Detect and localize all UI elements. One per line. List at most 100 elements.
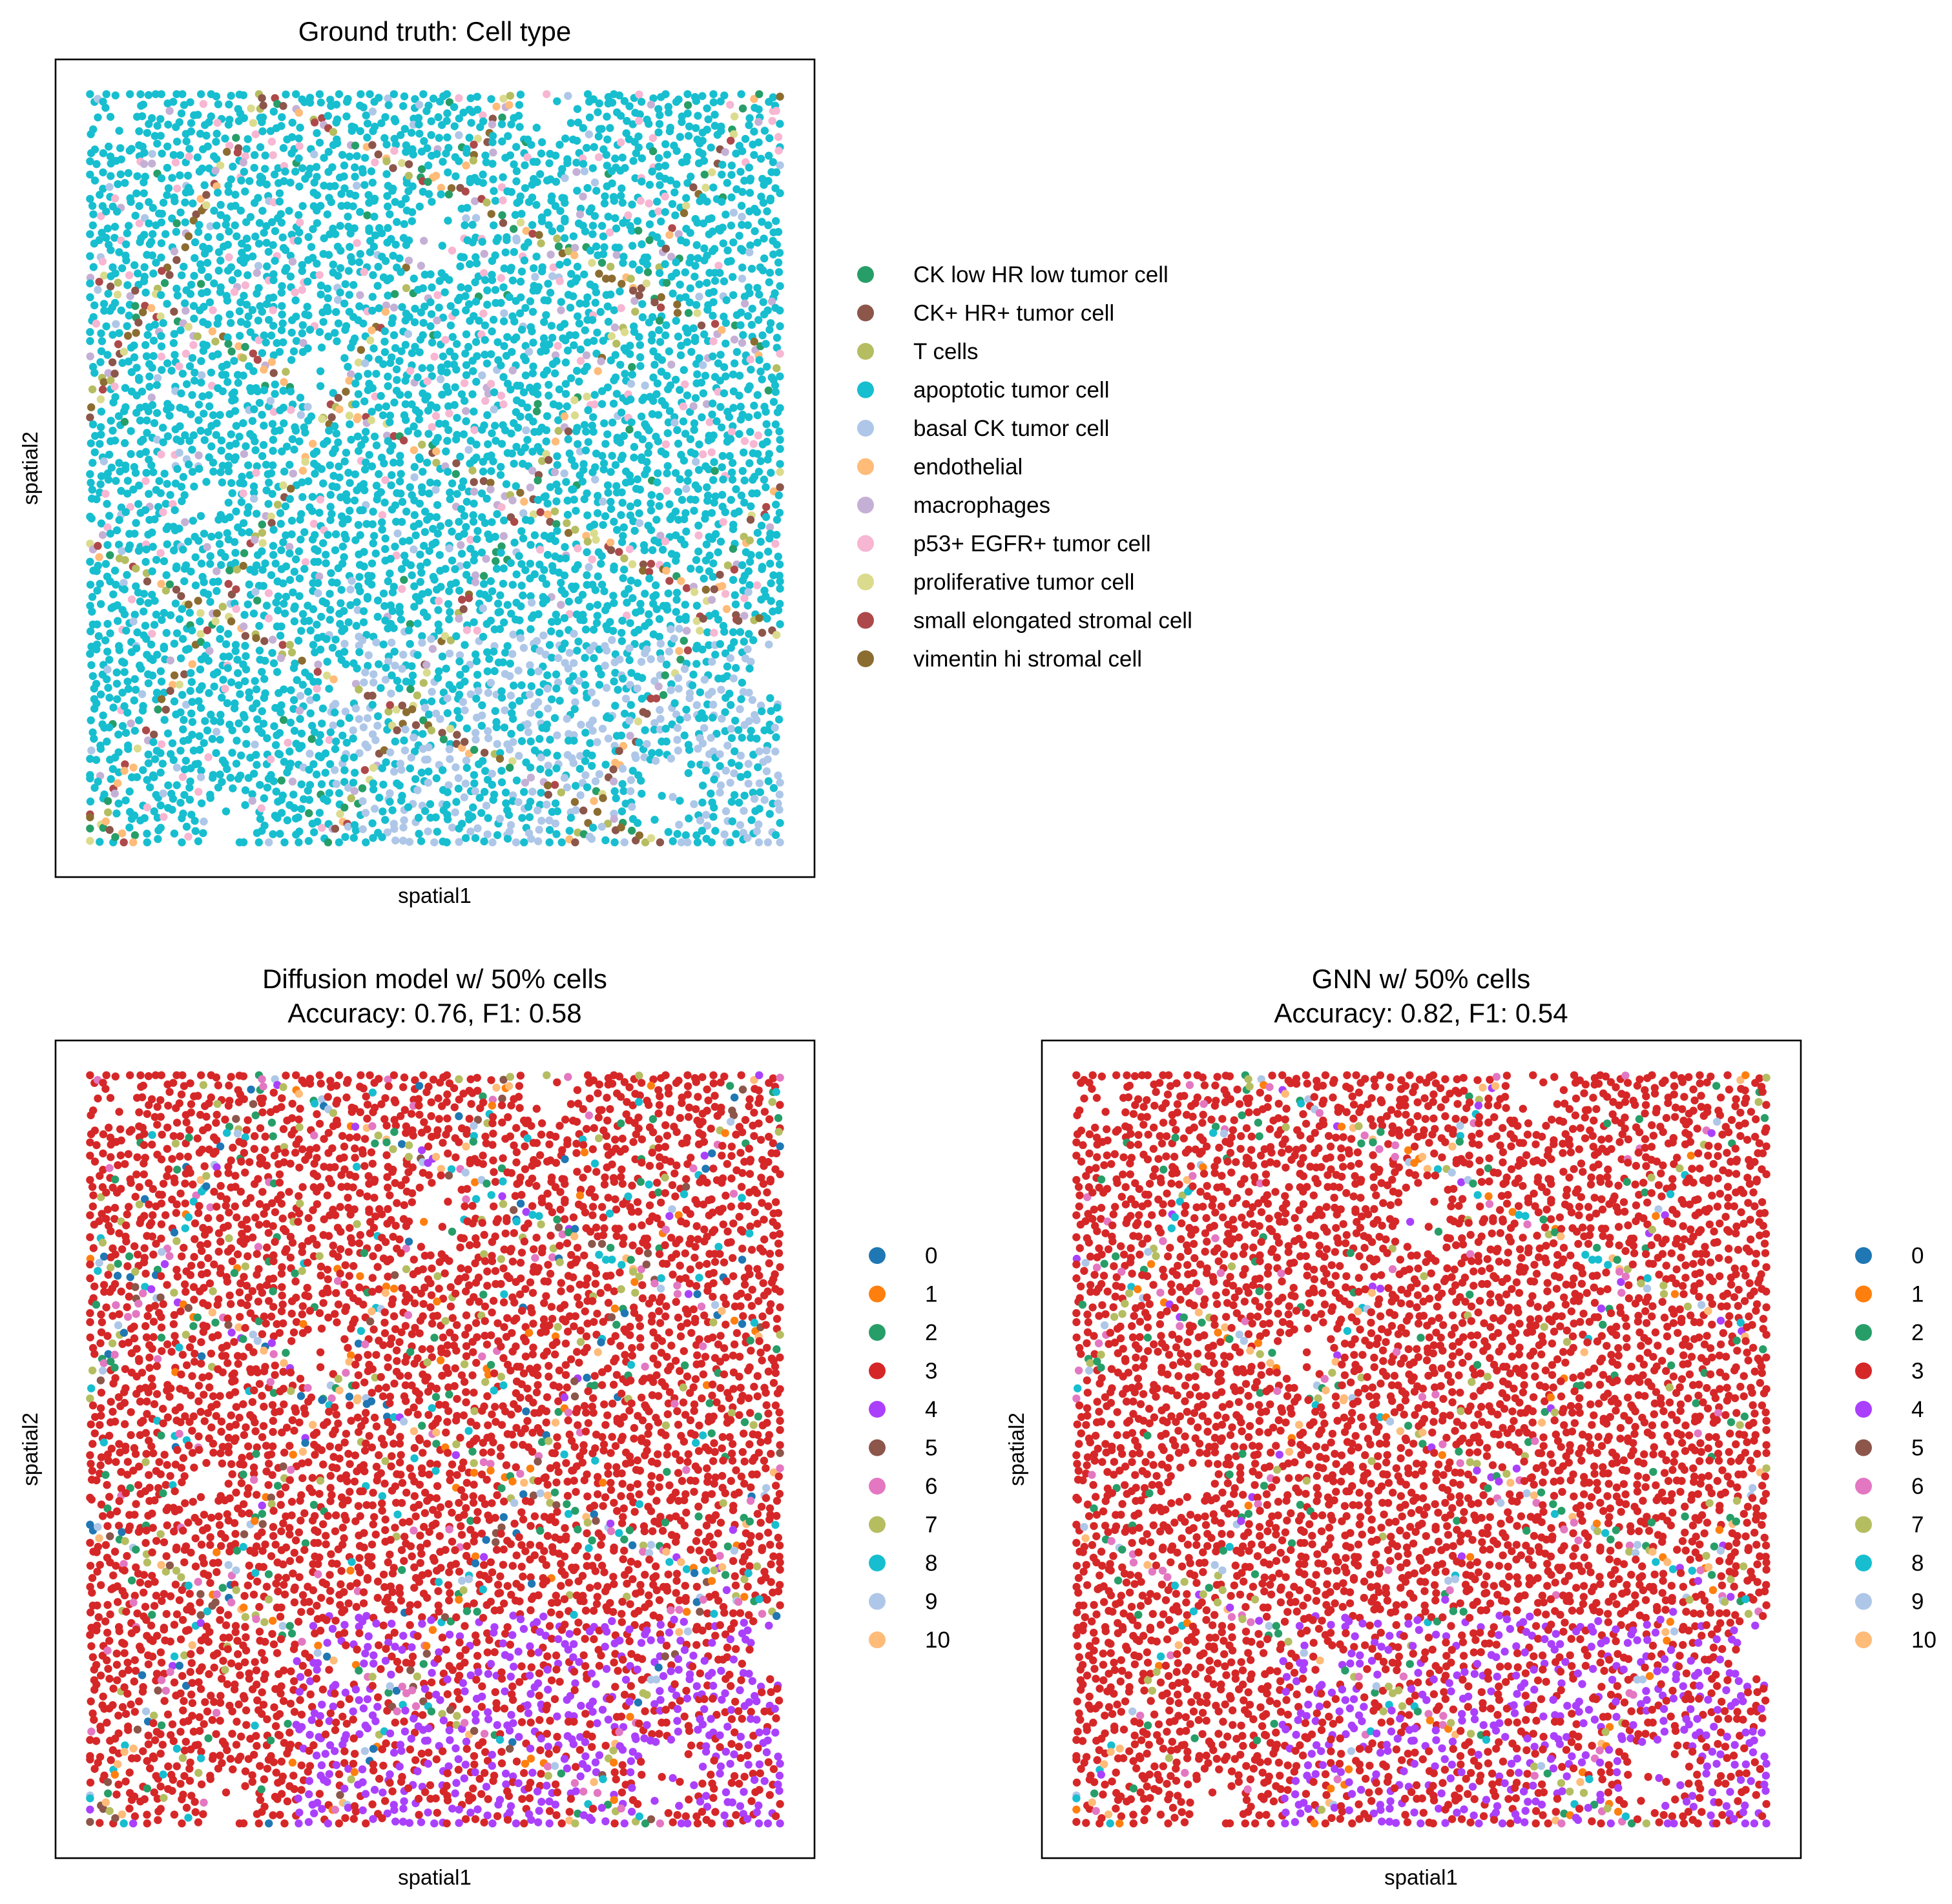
scatter-point [212, 727, 221, 736]
scatter-point [169, 150, 178, 160]
scatter-point [368, 384, 377, 393]
scatter-point [431, 438, 440, 446]
scatter-point [665, 231, 674, 239]
scatter-point [231, 221, 239, 230]
scatter-point [537, 267, 546, 276]
scatter-point [87, 746, 96, 755]
scatter-point [87, 130, 95, 138]
scatter-point [492, 564, 501, 573]
scatter-point [180, 577, 189, 586]
scatter-point [86, 650, 94, 658]
scatter-point [239, 561, 247, 570]
scatter-point [574, 544, 582, 553]
scatter-point [169, 339, 178, 347]
scatter-point [280, 685, 288, 694]
scatter-point [250, 568, 259, 576]
scatter-point [214, 248, 223, 256]
scatter-point [129, 485, 138, 494]
scatter-point [638, 240, 646, 249]
scatter-point [729, 238, 738, 247]
scatter-point [255, 621, 264, 630]
scatter-point [234, 669, 242, 678]
scatter-point [196, 609, 205, 617]
scatter-point [626, 732, 634, 740]
scatter-point [368, 326, 376, 335]
scatter-point [182, 822, 191, 831]
scatter-point [160, 644, 169, 653]
scatter-point [125, 544, 133, 554]
scatter-point [124, 745, 132, 753]
scatter-point [344, 468, 353, 477]
scatter-point [294, 813, 302, 822]
scatter-point [484, 734, 493, 743]
scatter-point [424, 827, 432, 836]
scatter-point [411, 775, 420, 783]
scatter-point [543, 800, 551, 809]
scatter-point [687, 760, 696, 769]
scatter-point [553, 617, 561, 626]
scatter-point [265, 479, 273, 487]
scatter-point [310, 150, 318, 159]
scatter-point [203, 590, 213, 599]
scatter-point [698, 450, 707, 459]
scatter-point [130, 610, 139, 619]
scatter-point [304, 344, 312, 353]
scatter-point [259, 101, 267, 110]
scatter-point [424, 178, 432, 186]
scatter-point [618, 538, 627, 546]
scatter-point [508, 581, 517, 589]
scatter-point [736, 751, 745, 760]
scatter-point [139, 766, 147, 774]
scatter-point [638, 177, 646, 186]
scatter-point [301, 558, 310, 566]
scatter-point [121, 555, 129, 564]
scatter-point [90, 734, 98, 743]
scatter-point [388, 319, 396, 327]
scatter-point [268, 420, 277, 428]
scatter-point [479, 604, 487, 613]
scatter-point [705, 418, 714, 426]
scatter-point [472, 297, 481, 306]
scatter-point [661, 90, 670, 98]
scatter-point [732, 347, 742, 357]
scatter-point [583, 548, 591, 557]
scatter-point [617, 138, 625, 147]
scatter-point [680, 665, 689, 673]
scatter-point [271, 227, 280, 235]
scatter-point [655, 326, 663, 335]
scatter-point [401, 725, 410, 734]
scatter-point [618, 616, 627, 625]
scatter-point [560, 234, 569, 242]
scatter-point [326, 590, 334, 598]
scatter-point [295, 592, 304, 601]
scatter-point [608, 98, 617, 107]
scatter-point [599, 336, 607, 345]
scatter-point [277, 326, 286, 335]
scatter-point [86, 627, 95, 636]
scatter-point [719, 518, 727, 526]
scatter-point [349, 834, 358, 842]
scatter-point [162, 525, 171, 533]
scatter-point [670, 188, 679, 197]
scatter-point [727, 468, 736, 477]
scatter-point [460, 530, 468, 538]
scatter-point [406, 764, 415, 772]
scatter-point [579, 806, 588, 815]
scatter-point [451, 308, 460, 316]
scatter-point [497, 274, 505, 282]
scatter-point [627, 776, 636, 784]
scatter-point [474, 687, 483, 696]
scatter-point [645, 180, 654, 189]
scatter-point [461, 641, 469, 649]
scatter-point [331, 709, 339, 717]
scatter-point [618, 153, 627, 162]
scatter-point [433, 150, 441, 158]
scatter-point [206, 552, 214, 561]
scatter-point [424, 190, 433, 198]
scatter-point [419, 90, 428, 98]
scatter-point [572, 506, 580, 515]
scatter-point [650, 360, 659, 369]
scatter-point [200, 578, 208, 586]
scatter-point [478, 371, 486, 380]
scatter-point [388, 638, 396, 647]
